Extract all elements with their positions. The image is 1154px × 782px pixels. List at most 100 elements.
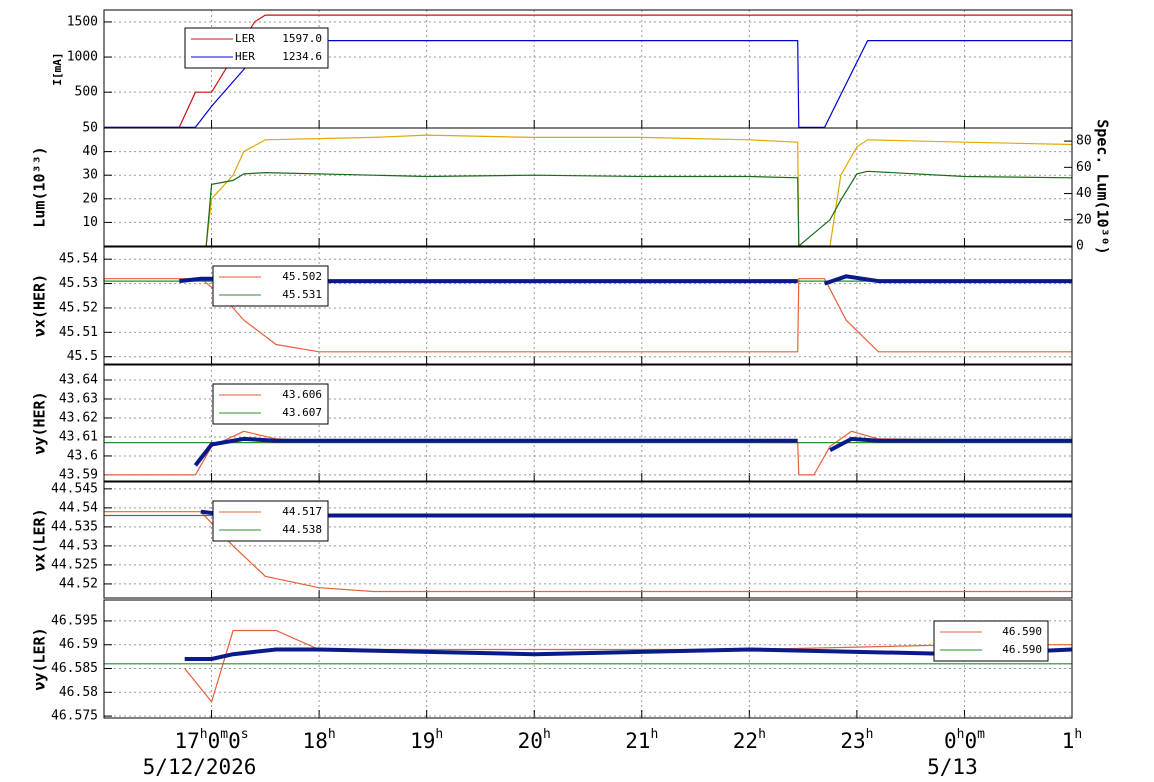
legend-value: 1234.6 [282,50,322,63]
y-axis-label: νx(LER) [31,508,49,571]
x-tick-label: 17h0m0s [175,727,249,753]
y-tick-label: 46.58 [59,685,98,700]
y2-tick-label: 20 [1076,212,1092,227]
y-axis-label: Lum(10³³) [31,146,49,227]
y-tick-label: 500 [75,85,98,100]
y-tick-label: 45.51 [59,325,98,340]
y-axis-label: I[mA] [51,52,64,85]
x-tick-label: 20h [518,727,551,753]
x-tick-part: 0 [964,729,977,753]
x-tick-part: h [957,727,965,742]
y-tick-label: 43.59 [59,467,98,482]
x-tick-part: m [220,727,228,742]
x-tick-part: 18 [303,729,328,753]
x-tick-label: 22h [733,727,766,753]
legend-label: 46.590 [1002,625,1042,638]
legend-label: 44.538 [282,523,322,536]
y2-tick-label: 0 [1076,239,1084,254]
legend-label: 45.531 [282,288,322,301]
legend-label: 44.517 [282,505,322,518]
y-tick-label: 44.545 [51,481,98,496]
y-tick-label: 44.53 [59,538,98,553]
x-tick-part: 22 [733,729,758,753]
y-tick-label: 10 [82,215,98,230]
x-tick-part: 21 [625,729,650,753]
legend-label: 43.607 [282,406,322,419]
x-tick-label: 19h [410,727,443,753]
x-tick-part: h [435,727,443,742]
x-tick-part: h [543,727,551,742]
legend-label: LER [235,32,255,45]
x-tick-label: 21h [625,727,658,753]
series-line [200,509,1072,518]
y-tick-label: 46.585 [51,661,98,676]
y-tick-label: 50 [82,121,98,136]
y-tick-label: 20 [82,191,98,206]
legend-label: HER [235,50,255,63]
x-tick-part: 20 [518,729,543,753]
y-tick-label: 46.59 [59,637,98,652]
legend-box [933,620,1049,662]
panel-frame [103,599,1073,719]
y-tick-label: 44.525 [51,557,98,572]
series-line [104,14,1072,128]
y2-tick-label: 80 [1076,134,1092,149]
y-tick-label: 44.52 [59,576,98,591]
y-tick-label: 1500 [67,14,98,29]
y-tick-label: 30 [82,168,98,183]
panel-frame [103,127,1073,247]
y-tick-label: 45.54 [59,252,98,267]
y-tick-label: 40 [82,144,98,159]
legend-box [184,27,329,69]
x-tick-part: 1 [1062,729,1075,753]
panel-frame [103,246,1073,365]
series-line [205,170,1073,248]
panel-frame [103,364,1073,482]
date-label: 5/12/2026 [143,755,257,779]
y-tick-label: 43.61 [59,429,98,444]
x-tick-label: 23h [840,727,873,753]
y-tick-label: 43.63 [59,391,98,406]
legend-box [212,500,329,542]
x-tick-part: h [866,727,874,742]
x-tick-part: 23 [840,729,865,753]
legend-label: 46.590 [1002,643,1042,656]
y-tick-label: 44.535 [51,519,98,534]
series-line [104,511,1072,593]
series-line [205,134,1073,247]
x-tick-part: 0 [208,729,221,753]
x-tick-part: h [758,727,766,742]
y-tick-label: 46.595 [51,613,98,628]
x-tick-part: h [200,727,208,742]
y-axis-label: νy(HER) [31,391,49,454]
x-tick-label: 18h [303,727,336,753]
y-tick-label: 44.54 [59,500,98,515]
x-tick-part: 0 [228,729,241,753]
y-tick-label: 43.62 [59,410,98,425]
legend-label: 45.502 [282,270,322,283]
date-label: 5/13 [927,755,978,779]
x-tick-part: h [1074,727,1082,742]
y-tick-label: 46.575 [51,709,98,724]
y2-axis-label: Spec. Lum(10³⁰) [1094,119,1112,254]
y-tick-label: 45.52 [59,300,98,315]
legend-value: 1597.0 [282,32,322,45]
y-axis-label: νy(LER) [31,627,49,690]
x-tick-part: h [328,727,336,742]
x-tick-part: 0 [944,729,957,753]
y-tick-label: 43.6 [67,448,98,463]
x-tick-part: h [651,727,659,742]
y-tick-label: 43.64 [59,372,98,387]
y-tick-label: 45.53 [59,276,98,291]
y-axis-label: νx(HER) [31,274,49,337]
series-line [184,647,1073,661]
y2-tick-label: 40 [1076,186,1092,201]
x-tick-part: 19 [410,729,435,753]
x-tick-part: 17 [175,729,200,753]
legend-box [212,265,329,307]
legend-label: 43.606 [282,388,322,401]
x-tick-part: s [241,727,249,742]
x-tick-label: 1h [1062,727,1082,753]
series-line [193,436,1072,467]
